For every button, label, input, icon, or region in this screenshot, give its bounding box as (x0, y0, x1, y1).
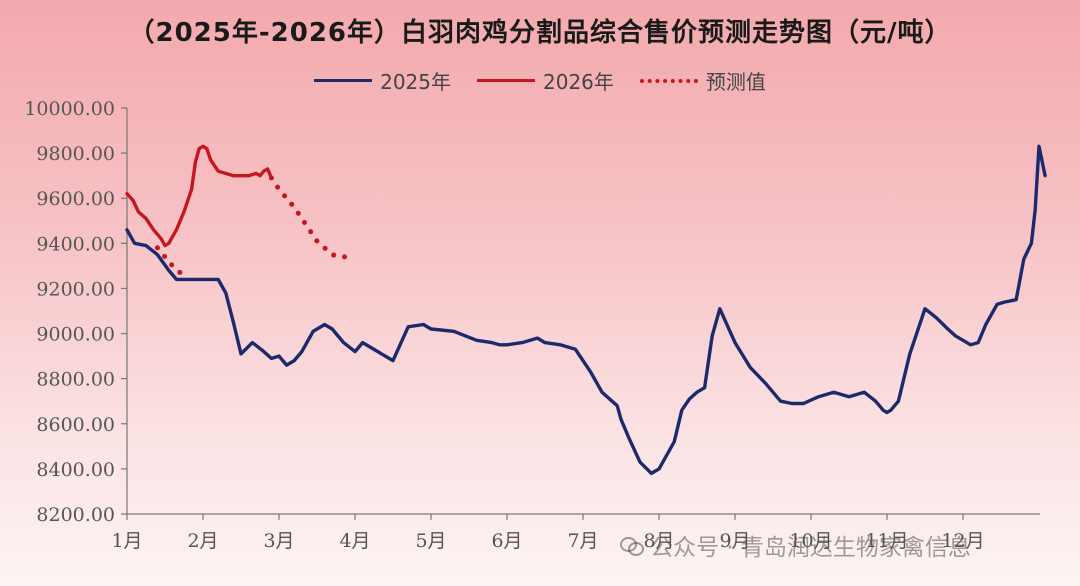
legend-label-2026: 2026年 (543, 70, 614, 94)
legend-swatch-2025 (314, 79, 373, 82)
legend-swatch-forecast (639, 78, 698, 83)
chart-legend: 2025年 2026年 预测值 (0, 66, 1080, 95)
watermark-text: 公众号 · 青岛润达生物家禽信息 (650, 535, 971, 561)
series-line-2025年 (125, 144, 1047, 476)
legend-label-2025: 2025年 (380, 70, 451, 94)
x-tick-label: 1月 (111, 530, 142, 552)
y-tick-label: 10000.00 (24, 98, 115, 120)
x-tick-label: 9月 (719, 530, 750, 552)
legend-label-forecast: 预测值 (705, 70, 766, 94)
x-tick-label: 11月 (865, 530, 908, 552)
y-tick-label: 9200.00 (36, 278, 115, 300)
legend-item-forecast: 预测值 (639, 66, 766, 95)
x-tick-label: 8月 (643, 530, 674, 552)
y-tick-label: 8400.00 (36, 459, 115, 481)
chart-title: （2025年-2026年）白羽肉鸡分割品综合售价预测走势图（元/吨） (128, 18, 952, 48)
y-axis: 10000.00 9800.00 9600.00 9400.00 9200.00 9000… (24, 98, 128, 526)
watermark: 公众号 · 青岛润达生物家禽信息 (620, 528, 971, 562)
legend-item-2026: 2026年 (477, 66, 614, 95)
x-tick-label: 5月 (415, 530, 446, 552)
x-tick-label: 4月 (339, 530, 370, 552)
series-layer (125, 144, 1047, 476)
x-tick-label: 2月 (187, 530, 218, 552)
series-line-2026年 (125, 144, 274, 248)
legend-swatch-2026 (477, 79, 535, 82)
y-tick-label: 8200.00 (36, 504, 115, 526)
series-line-预测值 (268, 175, 358, 260)
y-tick-label: 8600.00 (36, 414, 115, 436)
x-tick-label: 3月 (263, 530, 294, 552)
y-tick-label: 9800.00 (36, 143, 115, 165)
y-tick-label: 9400.00 (36, 233, 115, 255)
x-axis: 1月 2月 3月 4月 5月 6月 7月 8月 9月 10月 11月 12月 (111, 513, 1040, 552)
x-tick-label: 12月 (941, 530, 984, 552)
wechat-icon (620, 535, 644, 556)
legend-item-2025: 2025年 (314, 66, 451, 95)
x-tick-label: 6月 (491, 530, 522, 552)
y-tick-label: 9000.00 (36, 324, 115, 346)
x-tick-label: 7月 (567, 530, 598, 552)
y-tick-label: 9600.00 (36, 188, 115, 210)
x-tick-label: 10月 (789, 530, 832, 552)
y-tick-label: 8800.00 (36, 369, 115, 391)
